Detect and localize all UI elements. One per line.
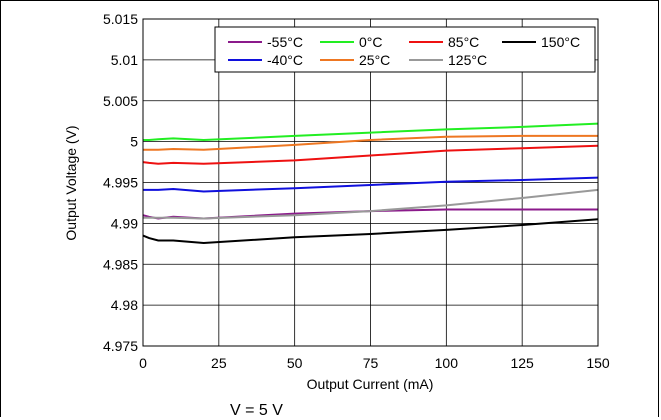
legend-label: 25°C: [359, 52, 390, 68]
legend-label: 125°C: [448, 52, 487, 68]
x-tick-label: 125: [510, 355, 534, 371]
x-axis-title: Output Current (mA): [307, 376, 434, 392]
x-tick-label: 150: [586, 355, 610, 371]
x-tick-labels: 0 25 50 75 100 125 150: [139, 355, 610, 371]
y-tick-label: 4.975: [103, 338, 138, 354]
y-tick-label: 4.985: [103, 256, 138, 272]
x-tick-label: 50: [287, 355, 303, 371]
legend-label: -55°C: [267, 34, 303, 50]
legend: -55°C 0°C 85°C 150°C -40°C 25°C 125°C: [214, 26, 596, 73]
series-line: [143, 134, 598, 151]
y-tick-label: 4.99: [111, 215, 138, 231]
y-tick-labels: 4.975 4.98 4.985 4.99 4.995 5 5.005 5.01 5.015: [103, 11, 138, 354]
legend-label: 150°C: [541, 34, 580, 50]
x-tick-label: 100: [435, 355, 459, 371]
x-tick-label: 75: [363, 355, 379, 371]
y-tick-label: 5: [130, 134, 138, 150]
plot-border: [142, 18, 599, 347]
x-tick-label: 0: [139, 355, 147, 371]
y-tick-label: 5.015: [103, 11, 138, 27]
legend-label: 85°C: [448, 34, 479, 50]
series-line: [143, 176, 599, 193]
caption: V = 5 V: [230, 402, 283, 419]
series-line: [142, 144, 599, 165]
y-tick-label: 5.01: [111, 52, 138, 68]
legend-label: 0°C: [359, 34, 383, 50]
legend-label: -40°C: [267, 52, 303, 68]
series-line: [142, 218, 599, 245]
y-tick-label: 4.995: [103, 175, 138, 191]
series-layer: [142, 122, 599, 245]
y-tick-label: 5.005: [103, 93, 138, 109]
series-line: [143, 188, 599, 220]
y-tick-label: 4.98: [111, 297, 138, 313]
series-line: [143, 122, 599, 142]
y-axis-title: Output Voltage (V): [63, 125, 79, 240]
x-tick-label: 25: [211, 355, 227, 371]
legend-box: [214, 26, 596, 73]
